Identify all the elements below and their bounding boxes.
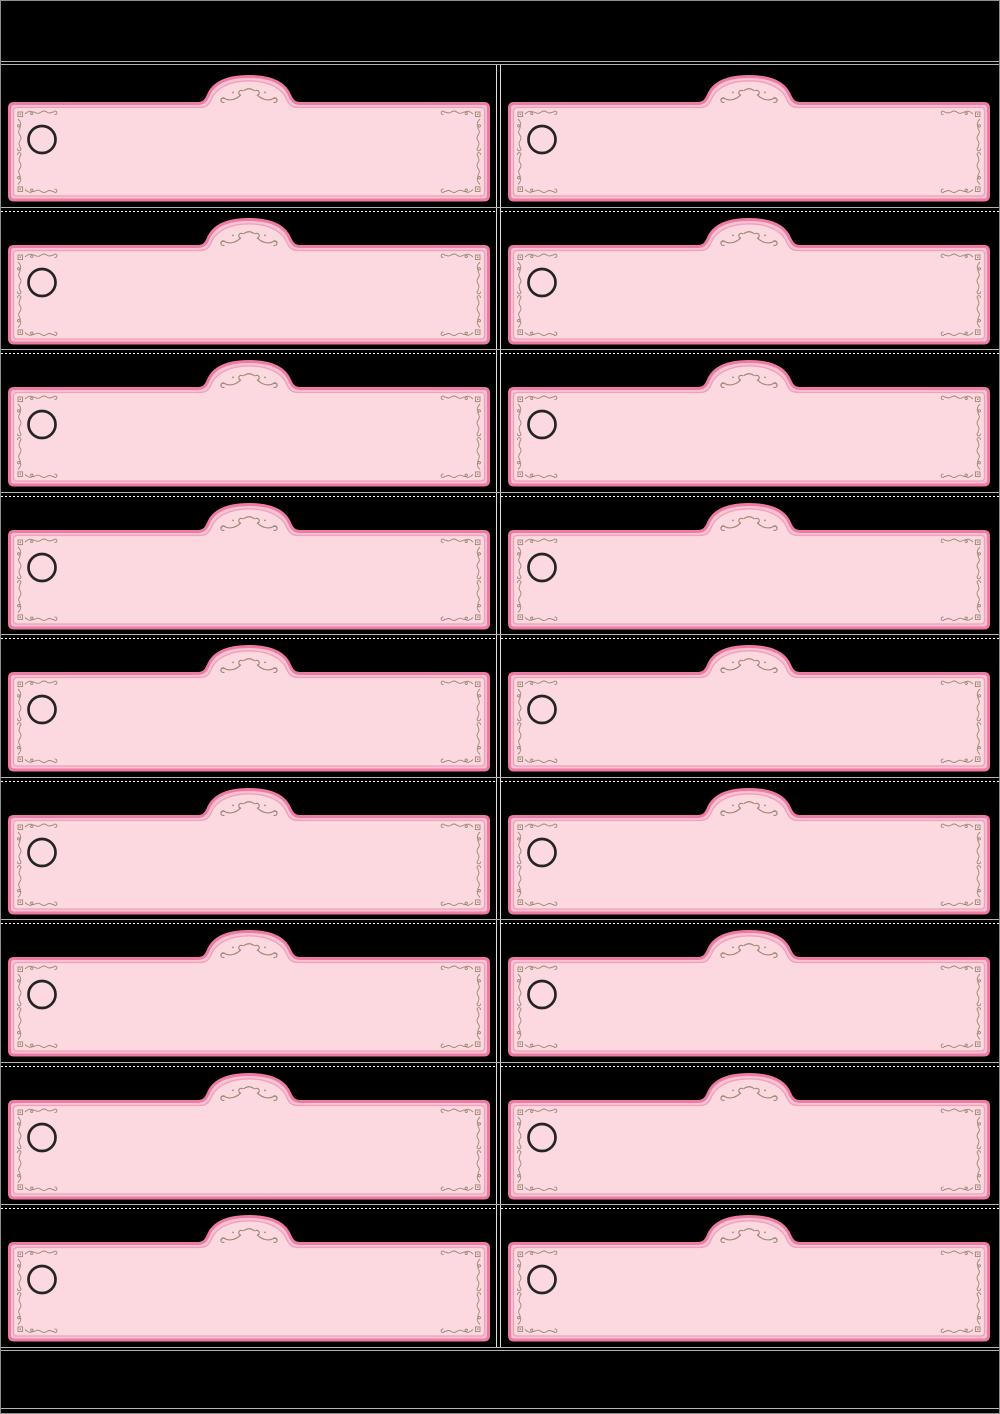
- label-cell: [1, 920, 497, 1062]
- gift-tag-label: [8, 1071, 490, 1201]
- label-cell: [500, 65, 999, 207]
- label-cell: [500, 207, 999, 349]
- gift-tag-label: [508, 1213, 990, 1343]
- label-cell: [1, 635, 497, 777]
- label-cell: [500, 635, 999, 777]
- gift-tag-label: [8, 643, 490, 773]
- gift-tag-label: [8, 1213, 490, 1343]
- gift-tag-label: [508, 1071, 990, 1201]
- gift-tag-label: [8, 358, 490, 488]
- gift-tag-label: [508, 928, 990, 1058]
- header-band: [1, 1, 999, 62]
- label-cell: [1, 65, 497, 207]
- label-grid: [1, 64, 999, 1348]
- gift-tag-label: [8, 216, 490, 346]
- label-cell: [1, 350, 497, 492]
- sheet-row: [1, 777, 999, 920]
- gift-tag-label: [8, 786, 490, 916]
- gift-tag-label: [508, 216, 990, 346]
- label-cell: [500, 1062, 999, 1204]
- gift-tag-label: [508, 643, 990, 773]
- sheet-row: [1, 65, 999, 208]
- sheet-row: [1, 492, 999, 635]
- gift-tag-label: [508, 358, 990, 488]
- label-cell: [1, 777, 497, 919]
- label-cell: [500, 492, 999, 634]
- gift-tag-label: [508, 786, 990, 916]
- label-cell: [1, 1205, 497, 1347]
- gift-tag-label: [8, 928, 490, 1058]
- gift-tag-label: [508, 501, 990, 631]
- gift-tag-label: [8, 73, 490, 203]
- gift-tag-label: [8, 501, 490, 631]
- label-cell: [500, 920, 999, 1062]
- label-cell: [500, 350, 999, 492]
- sheet-row: [1, 1205, 999, 1348]
- sheet-row: [1, 350, 999, 493]
- label-cell: [1, 207, 497, 349]
- label-cell: [500, 1205, 999, 1347]
- label-cell: [1, 1062, 497, 1204]
- label-cell: [500, 777, 999, 919]
- label-cell: [1, 492, 497, 634]
- sheet-row: [1, 635, 999, 778]
- sheet-row: [1, 920, 999, 1063]
- sheet-row: [1, 1062, 999, 1205]
- sheet-row: [1, 207, 999, 350]
- gift-tag-label: [508, 73, 990, 203]
- footer-band: [1, 1349, 999, 1409]
